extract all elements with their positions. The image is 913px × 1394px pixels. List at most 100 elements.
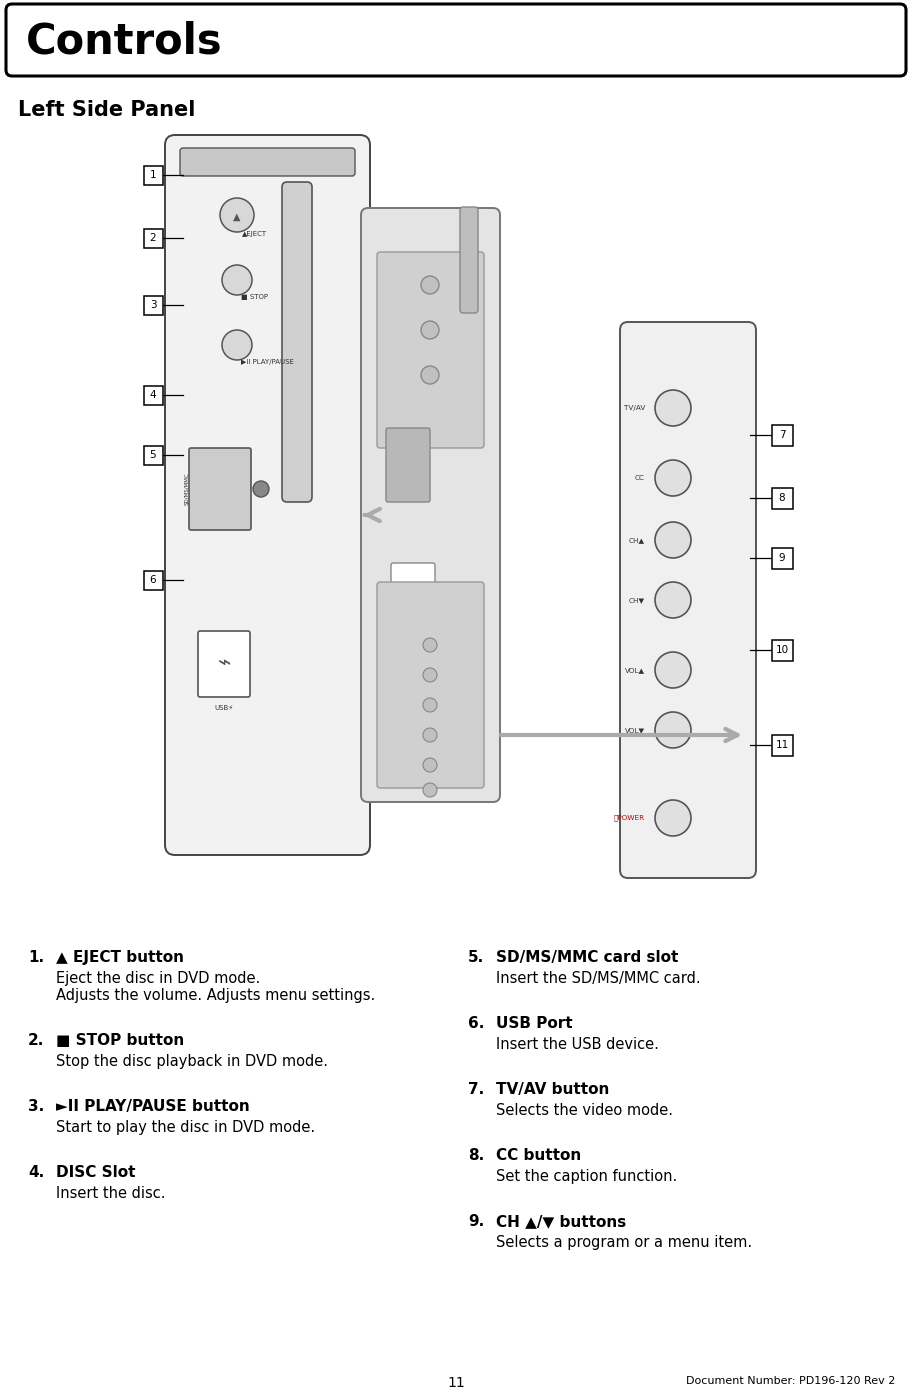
FancyBboxPatch shape: [143, 386, 163, 404]
Text: SD/MS/MMC: SD/MS/MMC: [184, 473, 189, 505]
FancyBboxPatch shape: [391, 563, 435, 612]
Text: 9.: 9.: [468, 1214, 484, 1230]
Circle shape: [655, 583, 691, 618]
Text: USB Port: USB Port: [496, 1016, 572, 1032]
Circle shape: [423, 758, 437, 772]
Text: Insert the USB device.: Insert the USB device.: [496, 1037, 659, 1052]
Text: SD/MS/MMC card slot: SD/MS/MMC card slot: [496, 949, 678, 965]
Circle shape: [423, 638, 437, 652]
Text: 7.: 7.: [468, 1082, 484, 1097]
FancyBboxPatch shape: [143, 166, 163, 184]
Text: ⌁: ⌁: [217, 654, 231, 675]
FancyBboxPatch shape: [620, 322, 756, 878]
FancyBboxPatch shape: [377, 583, 484, 788]
Text: 6: 6: [150, 574, 156, 585]
FancyBboxPatch shape: [771, 735, 792, 756]
Text: 8.: 8.: [468, 1149, 484, 1163]
FancyBboxPatch shape: [143, 446, 163, 464]
FancyBboxPatch shape: [771, 548, 792, 569]
Circle shape: [655, 390, 691, 427]
Circle shape: [421, 367, 439, 383]
Text: 4: 4: [150, 390, 156, 400]
Circle shape: [655, 460, 691, 496]
Circle shape: [655, 652, 691, 689]
Text: 5: 5: [150, 450, 156, 460]
Text: ▲: ▲: [233, 212, 241, 222]
FancyBboxPatch shape: [189, 447, 251, 530]
FancyBboxPatch shape: [143, 296, 163, 315]
Text: CH▲: CH▲: [629, 537, 645, 544]
Text: Insert the SD/MS/MMC card.: Insert the SD/MS/MMC card.: [496, 972, 700, 986]
FancyBboxPatch shape: [771, 425, 792, 446]
Circle shape: [423, 698, 437, 712]
Text: 11: 11: [775, 740, 789, 750]
Text: Start to play the disc in DVD mode.: Start to play the disc in DVD mode.: [56, 1119, 315, 1135]
Circle shape: [222, 265, 252, 296]
Text: USB⚡: USB⚡: [215, 705, 234, 711]
Circle shape: [421, 276, 439, 294]
Text: Document Number: PD196-120 Rev 2: Document Number: PD196-120 Rev 2: [686, 1376, 895, 1386]
Text: 6.: 6.: [468, 1016, 485, 1032]
Text: DISC Slot: DISC Slot: [56, 1165, 135, 1179]
Text: Selects a program or a menu item.: Selects a program or a menu item.: [496, 1235, 752, 1250]
Text: 1.: 1.: [28, 949, 44, 965]
FancyBboxPatch shape: [6, 4, 906, 77]
FancyBboxPatch shape: [771, 488, 792, 509]
Text: Adjusts the volume. Adjusts menu settings.: Adjusts the volume. Adjusts menu setting…: [56, 988, 375, 1004]
Circle shape: [655, 521, 691, 558]
Text: 1: 1: [150, 170, 156, 180]
Text: Eject the disc in DVD mode.: Eject the disc in DVD mode.: [56, 972, 260, 986]
FancyBboxPatch shape: [282, 183, 312, 502]
Text: VOL▼: VOL▼: [624, 728, 645, 733]
Text: 2: 2: [150, 233, 156, 243]
Text: ►II PLAY/PAUSE button: ►II PLAY/PAUSE button: [56, 1098, 250, 1114]
Text: 10: 10: [775, 645, 789, 655]
FancyBboxPatch shape: [460, 206, 478, 314]
FancyBboxPatch shape: [198, 631, 250, 697]
Circle shape: [421, 321, 439, 339]
FancyBboxPatch shape: [386, 428, 430, 502]
Text: 3: 3: [150, 300, 156, 309]
Circle shape: [220, 198, 254, 231]
Text: 9: 9: [779, 553, 785, 563]
Text: 2.: 2.: [28, 1033, 45, 1048]
Text: Insert the disc.: Insert the disc.: [56, 1186, 165, 1202]
FancyBboxPatch shape: [143, 570, 163, 590]
FancyBboxPatch shape: [377, 252, 484, 447]
FancyBboxPatch shape: [165, 135, 370, 855]
Text: 7: 7: [779, 429, 785, 441]
Text: 5.: 5.: [468, 949, 484, 965]
Circle shape: [222, 330, 252, 360]
Text: Set the caption function.: Set the caption function.: [496, 1170, 677, 1184]
Text: Left Side Panel: Left Side Panel: [18, 100, 195, 120]
Text: ▶II PLAY/PAUSE: ▶II PLAY/PAUSE: [241, 360, 294, 365]
Text: Selects the video mode.: Selects the video mode.: [496, 1103, 673, 1118]
Circle shape: [253, 481, 269, 498]
Circle shape: [423, 783, 437, 797]
Text: ⏻POWER: ⏻POWER: [614, 814, 645, 821]
Text: CH▼: CH▼: [629, 597, 645, 604]
FancyBboxPatch shape: [180, 148, 355, 176]
Circle shape: [423, 728, 437, 742]
Text: Controls: Controls: [26, 20, 223, 61]
Text: VOL▲: VOL▲: [624, 666, 645, 673]
Text: 4.: 4.: [28, 1165, 44, 1179]
Text: CH ▲/▼ buttons: CH ▲/▼ buttons: [496, 1214, 626, 1230]
Circle shape: [423, 668, 437, 682]
FancyBboxPatch shape: [143, 229, 163, 248]
Text: TV/AV button: TV/AV button: [496, 1082, 609, 1097]
Text: TV/AV: TV/AV: [624, 406, 645, 411]
Text: 11: 11: [447, 1376, 466, 1390]
Text: CC button: CC button: [496, 1149, 582, 1163]
Circle shape: [655, 800, 691, 836]
Text: 3.: 3.: [28, 1098, 44, 1114]
Text: ▲EJECT: ▲EJECT: [242, 231, 268, 237]
Text: CC: CC: [635, 475, 645, 481]
Text: 8: 8: [779, 493, 785, 503]
Circle shape: [655, 712, 691, 749]
FancyBboxPatch shape: [361, 208, 500, 802]
FancyBboxPatch shape: [771, 640, 792, 661]
Text: ■ STOP button: ■ STOP button: [56, 1033, 184, 1048]
Text: ■ STOP: ■ STOP: [241, 294, 268, 300]
Text: ▲ EJECT button: ▲ EJECT button: [56, 949, 184, 965]
